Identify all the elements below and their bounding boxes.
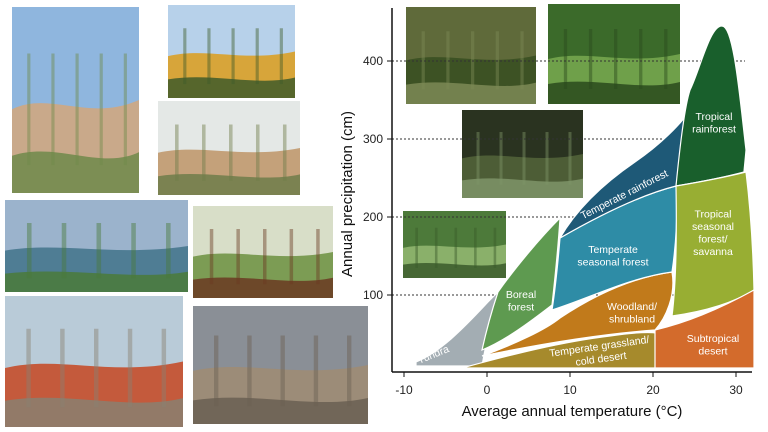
temperate-rainforest-photo-1 bbox=[406, 7, 536, 104]
biome-label-woodland-shrubland: Woodland/shrubland bbox=[607, 301, 657, 326]
region-subtropical-desert bbox=[654, 288, 755, 369]
region-tropical-rainforest bbox=[675, 25, 747, 187]
x-axis-title: Average annual temperature (°C) bbox=[462, 403, 683, 420]
x-tick-label: 30 bbox=[729, 383, 743, 397]
x-tick-label: 0 bbox=[484, 383, 491, 397]
x-ticks: -10 0 10 20 30 bbox=[395, 372, 743, 397]
tundra-photo bbox=[5, 296, 183, 427]
savanna-tree-photo bbox=[168, 5, 295, 98]
cold-desert-photo bbox=[193, 306, 368, 424]
axes: -10 0 10 20 30 100 200 300 400 Average annual t… bbox=[339, 8, 752, 420]
y-axis-title: Annual precipitation (cm) bbox=[339, 111, 356, 277]
biome-regions bbox=[415, 25, 755, 369]
x-tick-label: 20 bbox=[646, 383, 660, 397]
y-ticks: 100 200 300 400 bbox=[363, 54, 392, 302]
temperate-forest-photo bbox=[193, 206, 333, 298]
biome-label-subtropical-desert: Subtropical desert bbox=[687, 333, 740, 358]
desert-cactus-photo bbox=[12, 7, 139, 193]
boreal-lake-photo bbox=[5, 200, 188, 292]
y-tick-label: 300 bbox=[363, 132, 383, 146]
biome-label-tropical-seasonal-forest-savanna: Tropical seasonal forest/savanna bbox=[692, 208, 734, 258]
biome-label-tropical-rainforest: Tropical rainforest bbox=[692, 111, 736, 136]
region-boreal-forest bbox=[481, 216, 561, 351]
tropical-rainforest-photo bbox=[548, 4, 680, 104]
x-tick-label: 10 bbox=[563, 383, 577, 397]
biome-label-boreal-forest: Boreal forest bbox=[506, 289, 536, 314]
x-tick-label: -10 bbox=[395, 383, 413, 397]
y-tick-label: 200 bbox=[363, 210, 383, 224]
temperate-rainforest-photo-2 bbox=[462, 110, 583, 198]
temperate-seasonal-photo bbox=[403, 211, 506, 278]
y-tick-label: 100 bbox=[363, 288, 383, 302]
y-tick-label: 400 bbox=[363, 54, 383, 68]
seasonal-woodland-photo bbox=[158, 101, 300, 195]
biome-label-temperate-seasonal-forest: Temperate seasonal forest bbox=[577, 244, 648, 269]
